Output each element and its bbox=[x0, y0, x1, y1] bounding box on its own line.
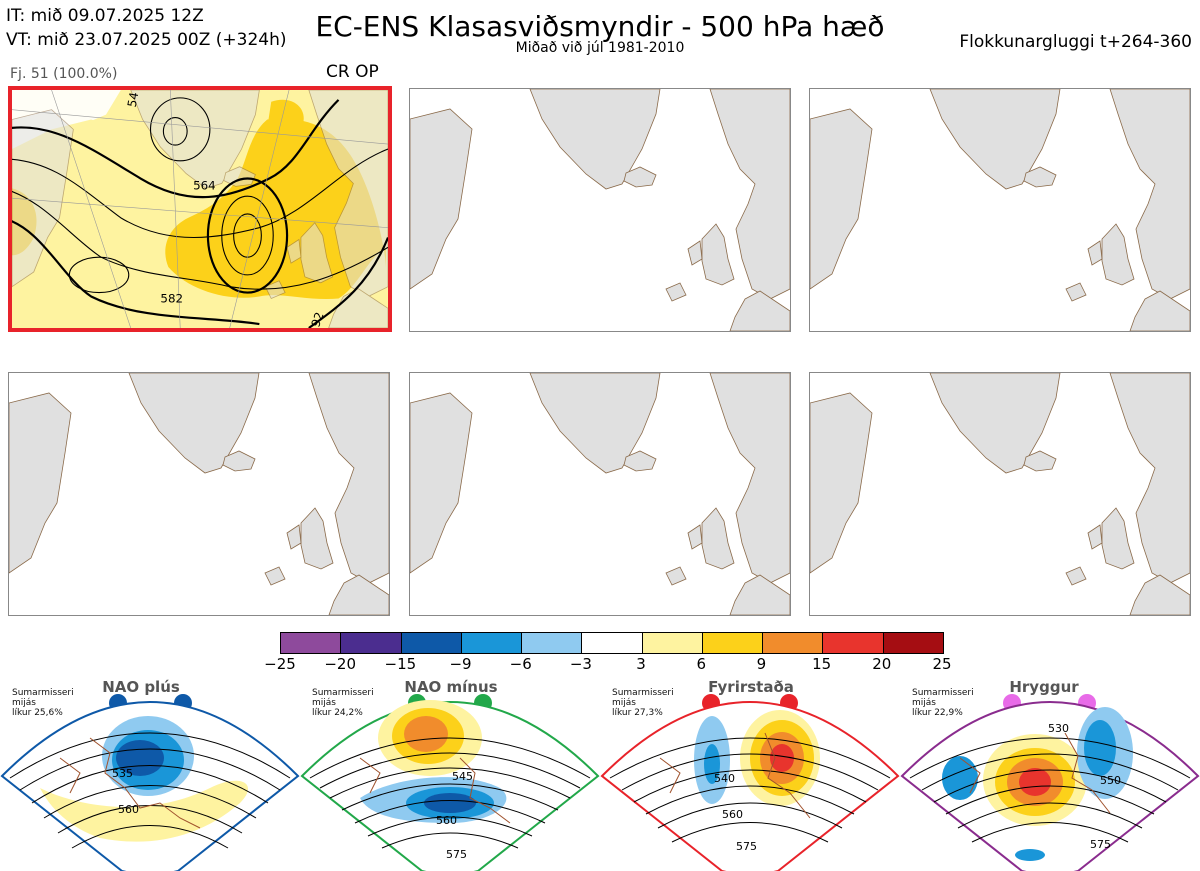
colorbar-tick-label: −6 bbox=[509, 655, 532, 673]
svg-text:560: 560 bbox=[436, 814, 457, 827]
valid-time: VT: mið 23.07.2025 00Z (+324h) bbox=[6, 30, 287, 50]
regime-ridge: Hryggur Sumarmisseri mijás líkur 22,9% 530… bbox=[900, 678, 1200, 871]
map-panel-empty[interactable] bbox=[8, 372, 390, 616]
colorbar-tick-label: −20 bbox=[324, 655, 356, 673]
regime-info: Sumarmisseri mijás líkur 25,6% bbox=[12, 688, 74, 718]
svg-text:575: 575 bbox=[1090, 838, 1111, 851]
svg-text:560: 560 bbox=[118, 803, 139, 816]
colorbar-swatch bbox=[823, 633, 884, 653]
colorbar-swatch bbox=[522, 633, 583, 653]
contour-label: 92 bbox=[308, 310, 326, 328]
svg-text:560: 560 bbox=[722, 808, 743, 821]
regime-code: CR OP bbox=[326, 62, 379, 82]
colorbar-tick-label: 3 bbox=[636, 655, 646, 673]
regime-blocking: Fyrirstaða Sumarmisseri mijás líkur 27,3% … bbox=[600, 678, 900, 871]
regime-info: Sumarmisseri mijás líkur 22,9% bbox=[912, 688, 974, 718]
contour-label: 582 bbox=[160, 291, 183, 305]
colorbar-tick-label: 25 bbox=[932, 655, 952, 673]
svg-text:575: 575 bbox=[446, 848, 467, 861]
colorbar-swatch bbox=[582, 633, 643, 653]
regime-nao-minus: NAO mínus Sumarmisseri mijás líkur 24,2% 5… bbox=[300, 678, 600, 871]
colorbar-swatch bbox=[281, 633, 342, 653]
colorbar-tick-label: −9 bbox=[449, 655, 472, 673]
regime-name: NAO mínus bbox=[404, 678, 498, 696]
svg-text:530: 530 bbox=[1048, 722, 1069, 735]
svg-text:535: 535 bbox=[112, 767, 133, 780]
colorbar-tick-label: −25 bbox=[264, 655, 296, 673]
regime-info: Sumarmisseri mijás líkur 24,2% bbox=[312, 688, 374, 718]
page-title: EC-ENS Klasasviðsmyndir - 500 hPa hæð bbox=[315, 10, 885, 43]
regime-name: Hryggur bbox=[1009, 678, 1079, 696]
colorbar-tick-label: −3 bbox=[569, 655, 592, 673]
regime-nao-plus: NAO plús Sumarmisseri mijás líkur 25,6% 53… bbox=[0, 678, 300, 871]
regime-name: NAO plús bbox=[102, 678, 180, 696]
map-panel-empty[interactable] bbox=[409, 372, 791, 616]
contour-label: 54 bbox=[125, 91, 141, 108]
svg-text:545: 545 bbox=[452, 770, 473, 783]
regime-name: Fyrirstaða bbox=[708, 678, 794, 696]
map-panel-empty[interactable] bbox=[809, 372, 1191, 616]
colorbar-swatch bbox=[401, 633, 462, 653]
colorbar-swatch bbox=[883, 633, 943, 653]
colorbar-swatch bbox=[341, 633, 402, 653]
svg-text:575: 575 bbox=[736, 840, 757, 853]
colorbar bbox=[280, 632, 944, 654]
colorbar-tick-label: 15 bbox=[812, 655, 832, 673]
members-label: Fj. 51 (100.0%) bbox=[10, 66, 118, 82]
init-time: IT: mið 09.07.2025 12Z bbox=[6, 6, 204, 26]
map-panel-selected[interactable]: 564 582 54 92 bbox=[8, 86, 392, 332]
climatology-subtitle: Miðað við júl 1981-2010 bbox=[515, 40, 685, 56]
map-panel-empty[interactable] bbox=[409, 88, 791, 332]
colorbar-tick-label: 20 bbox=[872, 655, 892, 673]
colorbar-swatch bbox=[461, 633, 523, 653]
colorbar-tick-label: 6 bbox=[696, 655, 707, 673]
colorbar-swatch bbox=[763, 633, 824, 653]
contour-label: 564 bbox=[193, 178, 216, 192]
colorbar-swatch bbox=[642, 633, 703, 653]
regime-info: Sumarmisseri mijás líkur 27,3% bbox=[612, 688, 674, 718]
colorbar-tick-label: −15 bbox=[384, 655, 417, 673]
svg-text:550: 550 bbox=[1100, 774, 1121, 787]
colorbar-swatch bbox=[702, 633, 764, 653]
map-panel-empty[interactable] bbox=[809, 88, 1191, 332]
classification-window: Flokkunargluggi t+264-360 bbox=[959, 32, 1192, 52]
colorbar-tick-label: 9 bbox=[756, 655, 767, 673]
svg-text:540: 540 bbox=[714, 772, 735, 785]
